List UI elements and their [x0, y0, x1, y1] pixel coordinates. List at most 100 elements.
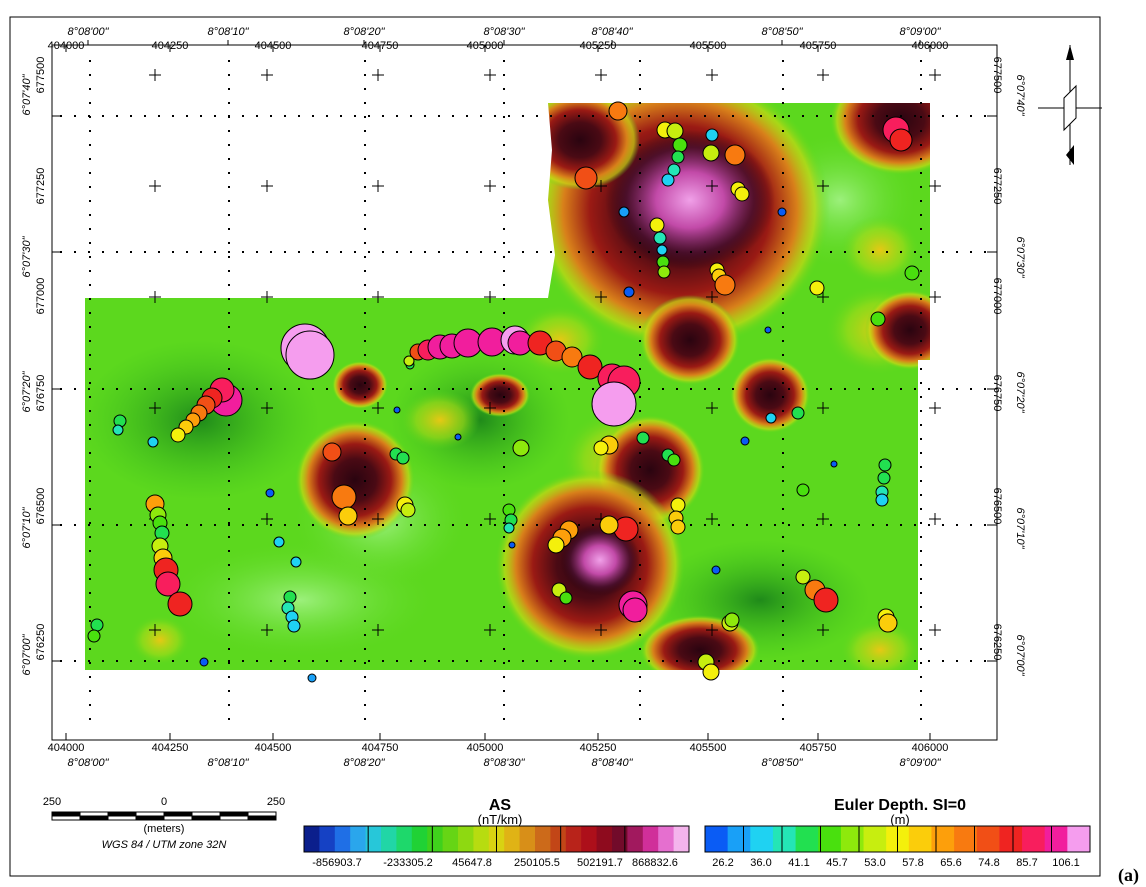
- euler-solution-marker: [561, 346, 583, 368]
- northing-label: 677500: [35, 57, 47, 94]
- euler-solution-marker: [795, 569, 811, 585]
- northing-label: 676750: [35, 375, 47, 412]
- latitude-label: 6°07'00": [21, 633, 33, 675]
- euler-solution-marker: [155, 571, 181, 597]
- euler-solution-marker: [870, 311, 886, 327]
- latitude-label: 6°07'30": [1014, 237, 1026, 279]
- northing-label: 677250: [35, 168, 47, 205]
- euler-solution-marker: [714, 274, 736, 296]
- legend-euler-tick: 41.1: [788, 857, 809, 869]
- legend-euler-tick: 85.7: [1016, 857, 1037, 869]
- longitude-label: 8°08'20": [344, 26, 386, 38]
- euler-solution-marker: [765, 412, 777, 424]
- euler-solution-marker: [622, 597, 648, 623]
- euler-solution-marker: [112, 424, 124, 436]
- euler-solution-marker: [670, 519, 686, 535]
- euler-solution-marker: [396, 451, 410, 465]
- legend-euler-depth: Euler Depth. SI=0 (m) 26.2 36.0 41.1 45.7 53…: [704, 797, 1091, 869]
- legend-euler-tick: 57.8: [902, 857, 923, 869]
- euler-solution-marker: [608, 101, 628, 121]
- euler-solution-marker: [338, 506, 358, 526]
- euler-solution-marker: [400, 502, 416, 518]
- easting-labels-top: 404000 404250 404500 404750 405000 405250 4055…: [48, 40, 997, 740]
- scale-tick-right: 250: [267, 796, 285, 808]
- euler-solution-marker: [285, 330, 335, 380]
- euler-solution-marker: [830, 460, 838, 468]
- euler-solution-marker: [574, 166, 598, 190]
- legend-euler-unit: (m): [890, 812, 910, 827]
- euler-solution-marker: [322, 442, 342, 462]
- longitude-label: 8°08'40": [592, 26, 634, 38]
- northing-label: 676750: [991, 375, 1003, 412]
- euler-solution-marker: [559, 591, 573, 605]
- euler-solution-marker: [724, 612, 740, 628]
- easting-labels-bottom: 404000 404250 404500 404750 405000 405250 4055…: [48, 742, 949, 754]
- legend-euler-tick: 45.7: [826, 857, 847, 869]
- easting-label: 404750: [362, 742, 399, 754]
- legend-as-tick: -856903.7: [312, 857, 362, 869]
- latitude-label: 6°07'00": [1014, 635, 1026, 677]
- legend-as-tick: 502191.7: [577, 857, 623, 869]
- latitude-labels-right: 6°07'40" 6°07'30" 6°07'20" 6°07'10" 6°07'00": [1014, 75, 1026, 677]
- legend-euler-title: Euler Depth. SI=0: [834, 797, 966, 814]
- euler-solution-marker: [577, 354, 603, 380]
- euler-solution-marker: [591, 381, 637, 427]
- easting-label: 405750: [800, 742, 837, 754]
- euler-solution-marker: [283, 590, 297, 604]
- analytic-signal-grid: [85, 103, 930, 670]
- euler-solution-marker: [656, 244, 668, 256]
- euler-solution-marker: [878, 458, 892, 472]
- longitude-label: 8°08'00": [68, 26, 110, 38]
- northing-labels-left: 677500 677250 677000 676750 676500 676250: [35, 57, 47, 661]
- euler-solution-marker: [593, 440, 609, 456]
- euler-solution-marker: [666, 122, 684, 140]
- scale-tick-center: 0: [161, 796, 167, 808]
- graticule-crosses: [149, 69, 941, 636]
- northing-labels-right: 677500 677250 677000 676750 676500 676250: [991, 57, 1003, 661]
- euler-solution-marker: [672, 137, 688, 153]
- euler-solution-marker: [734, 186, 750, 202]
- euler-solution-marker: [791, 406, 805, 420]
- euler-solution-marker: [273, 536, 285, 548]
- easting-label: 405250: [580, 742, 617, 754]
- longitude-label: 8°08'00": [68, 757, 110, 769]
- latitude-label: 6°07'20": [1014, 372, 1026, 414]
- euler-solution-marker: [87, 629, 101, 643]
- euler-solution-marker: [705, 128, 719, 142]
- euler-solution-marker: [503, 522, 515, 534]
- longitude-label: 8°08'50": [762, 757, 804, 769]
- euler-solution-marker: [671, 150, 685, 164]
- euler-solution-marker: [547, 536, 565, 554]
- euler-solution-marker: [649, 217, 665, 233]
- euler-solution-marker: [657, 265, 671, 279]
- euler-solution-marker: [90, 618, 104, 632]
- legend-euler-tick: 53.0: [864, 857, 885, 869]
- northing-label: 676500: [35, 488, 47, 525]
- scale-bar: 250 0 250 (meters) WGS 84 / UTM zone 32N: [43, 796, 285, 851]
- euler-solution-marker: [670, 497, 686, 513]
- euler-solution-marker: [796, 483, 810, 497]
- euler-solution-marker: [878, 613, 898, 633]
- euler-solution-marker: [454, 433, 462, 441]
- longitude-label: 8°08'10": [208, 26, 250, 38]
- euler-solution-marker: [199, 657, 209, 667]
- northing-label: 677250: [991, 168, 1003, 205]
- easting-label: 404500: [255, 742, 292, 754]
- longitude-label: 8°08'40": [592, 757, 634, 769]
- legend-as-title: AS: [489, 797, 512, 814]
- latitude-label: 6°07'40": [21, 73, 33, 115]
- longitude-labels-bottom: 8°08'00" 8°08'10" 8°08'20" 8°08'30" 8°08'40"…: [68, 757, 942, 769]
- legend-euler-tick: 65.6: [940, 857, 961, 869]
- euler-solution-marker: [599, 515, 619, 535]
- northing-label: 677500: [991, 57, 1003, 94]
- euler-solution-marker: [618, 206, 630, 218]
- euler-solution-marker: [661, 173, 675, 187]
- euler-solution-marker: [711, 565, 721, 575]
- scale-crs: WGS 84 / UTM zone 32N: [102, 839, 227, 851]
- latitude-label: 6°07'10": [1014, 508, 1026, 550]
- longitude-label: 8°09'00": [900, 26, 942, 38]
- easting-label: 406000: [912, 742, 949, 754]
- euler-solution-marker: [623, 286, 635, 298]
- scale-tick-left: 250: [43, 796, 61, 808]
- legend-as-tick: 250105.5: [514, 857, 560, 869]
